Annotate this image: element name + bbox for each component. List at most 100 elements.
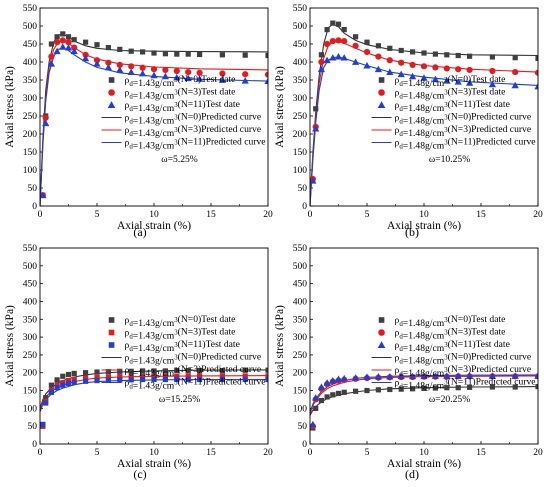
data-point xyxy=(151,50,157,56)
legend-label: ρd=1.48g/cm3(N=11)Test date xyxy=(395,99,510,114)
data-point xyxy=(443,77,451,84)
data-point xyxy=(105,45,111,51)
data-point xyxy=(162,66,169,74)
data-point xyxy=(386,68,394,75)
data-point xyxy=(116,66,124,73)
y-tick-label: 150 xyxy=(293,148,308,158)
data-point xyxy=(197,367,203,374)
data-point xyxy=(323,56,331,64)
data-point xyxy=(173,67,180,75)
data-point xyxy=(65,34,72,40)
x-axis-label: Axial strain (%) xyxy=(387,220,461,232)
data-point xyxy=(242,52,248,58)
moisture-annotation: ω=20.25% xyxy=(429,394,470,405)
data-point xyxy=(312,125,320,132)
x-tick-label: 0 xyxy=(308,448,313,458)
legend-label: ρd=1.48g/cm3(N=3)Test date xyxy=(395,327,506,342)
y-tick-label: 200 xyxy=(293,369,308,379)
data-point xyxy=(48,53,55,60)
y-tick-label: 400 xyxy=(23,58,38,68)
data-point xyxy=(65,371,72,378)
y-axis-label: Axial stress (kPa) xyxy=(4,66,16,148)
data-point xyxy=(151,373,157,379)
x-tick-label: 10 xyxy=(419,448,429,458)
y-tick-label: 350 xyxy=(293,315,308,325)
data-point xyxy=(117,374,123,380)
data-point xyxy=(140,376,146,383)
data-point xyxy=(310,177,317,184)
data-point xyxy=(431,372,439,379)
data-point xyxy=(184,74,192,82)
data-point xyxy=(512,68,519,76)
y-tick-label: 250 xyxy=(293,112,308,122)
data-point xyxy=(317,383,325,390)
data-point xyxy=(71,376,77,382)
data-point xyxy=(352,58,360,65)
data-point xyxy=(265,52,268,59)
y-tick-label: 550 xyxy=(293,244,308,254)
data-point xyxy=(398,47,404,54)
data-point xyxy=(150,71,158,79)
legend-label: ρd=1.43g/cm3(N=11)Test date xyxy=(125,99,240,114)
data-point xyxy=(151,376,157,383)
data-point xyxy=(431,75,439,83)
data-point xyxy=(48,382,54,388)
data-point xyxy=(341,389,347,395)
data-point xyxy=(54,39,61,46)
data-point xyxy=(140,368,146,374)
y-tick-label: 300 xyxy=(23,333,38,343)
data-point xyxy=(467,53,473,59)
data-point xyxy=(432,51,438,57)
y-tick-label: 200 xyxy=(293,130,308,140)
y-tick-label: 100 xyxy=(293,166,308,176)
y-tick-label: 100 xyxy=(23,166,38,176)
data-point xyxy=(43,395,49,401)
data-point xyxy=(116,61,123,68)
legend-label: ρd=1.48g/cm3(N=11)Predicted curve xyxy=(395,377,536,392)
y-tick-label: 450 xyxy=(23,280,38,290)
x-axis-label: Axial strain (%) xyxy=(117,458,191,470)
data-point xyxy=(117,46,123,52)
data-point xyxy=(93,60,101,67)
data-point xyxy=(65,39,72,46)
data-point xyxy=(40,191,47,199)
legend-label: ρd=1.43g/cm3(N=3)Predicted curve xyxy=(125,124,262,139)
y-tick-label: 50 xyxy=(28,422,38,432)
data-point xyxy=(219,376,225,383)
data-point xyxy=(82,54,90,62)
data-point xyxy=(219,52,225,58)
data-point xyxy=(242,71,249,78)
data-point xyxy=(409,61,416,68)
data-point xyxy=(173,73,181,81)
panel-label: (c) xyxy=(133,467,146,481)
data-point xyxy=(83,370,89,376)
data-point xyxy=(219,367,225,374)
data-point xyxy=(420,63,428,70)
data-point xyxy=(83,375,89,381)
data-point xyxy=(174,376,180,383)
data-point xyxy=(117,377,123,383)
data-point xyxy=(409,72,417,80)
data-point xyxy=(329,54,337,61)
data-point xyxy=(174,373,180,379)
data-point xyxy=(340,374,348,382)
y-tick-label: 550 xyxy=(23,4,38,14)
chart-panel-1: 0 50 100 150 200 250 300 350 400 450 500 550 0 5 10 15 2… xyxy=(4,4,273,239)
y-tick-label: 500 xyxy=(293,262,308,272)
data-point xyxy=(185,68,192,76)
x-tick-label: 0 xyxy=(308,210,313,220)
data-point xyxy=(534,372,538,379)
data-point xyxy=(128,368,134,374)
data-point xyxy=(386,373,394,380)
data-point xyxy=(455,385,461,391)
y-tick-label: 400 xyxy=(23,297,38,307)
data-point xyxy=(324,27,330,33)
data-point xyxy=(334,53,343,60)
data-point xyxy=(53,47,61,55)
data-point xyxy=(117,368,123,374)
data-point xyxy=(341,38,348,45)
data-point xyxy=(71,370,77,377)
data-point xyxy=(410,386,416,392)
data-point xyxy=(48,41,54,47)
